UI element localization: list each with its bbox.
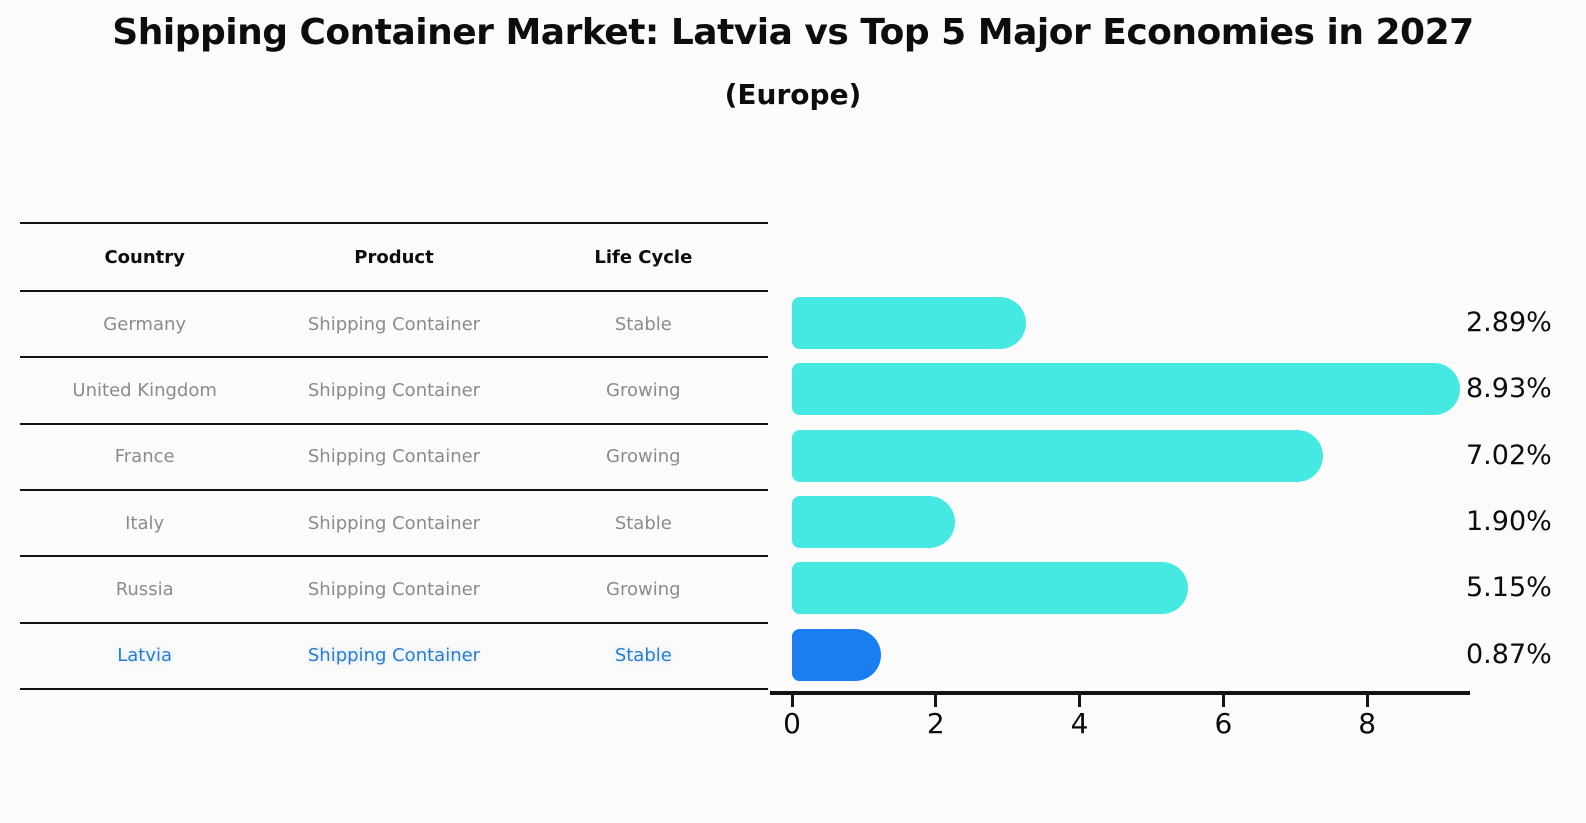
x-axis-tick: [1221, 695, 1225, 707]
table-row-russia: Russia Shipping Container Growing: [20, 557, 768, 624]
value-label-italy: 1.90%: [1466, 506, 1552, 538]
cell-life-cycle: Stable: [614, 645, 672, 667]
country-table: Country Product Life Cycle Germany Shipp…: [20, 222, 768, 690]
page-title: Shipping Container Market: Latvia vs Top…: [112, 12, 1474, 53]
cell-product: Shipping Container: [307, 578, 481, 600]
x-axis-tick: [790, 695, 794, 707]
cell-life-cycle: Stable: [614, 313, 672, 335]
cell-country: Latvia: [117, 645, 173, 667]
x-axis-tick-label: 4: [1070, 707, 1089, 740]
header-country: Country: [104, 246, 185, 268]
table-row-latvia: Latvia Shipping Container Stable: [20, 624, 768, 690]
table-row-united-kingdom: United Kingdom Shipping Container Growin…: [20, 358, 768, 425]
bar-italy: [792, 496, 955, 549]
x-axis-tick: [934, 695, 938, 707]
cell-product: Shipping Container: [307, 313, 481, 335]
x-axis-tick-label: 2: [926, 707, 945, 740]
x-axis-line: [770, 691, 1470, 695]
x-axis-tick: [1078, 695, 1082, 707]
header-product: Product: [354, 246, 434, 268]
cell-product: Shipping Container: [307, 512, 481, 534]
bar-germany: [792, 297, 1026, 350]
header-life-cycle: Life Cycle: [594, 246, 693, 268]
cell-product: Shipping Container: [307, 446, 481, 468]
cell-product: Shipping Container: [307, 379, 481, 401]
value-label-russia: 5.15%: [1466, 572, 1552, 604]
cell-product: Shipping Container: [307, 645, 481, 667]
bar-france: [792, 429, 1323, 482]
x-axis-tick: [1365, 695, 1369, 707]
x-axis-tick-label: 8: [1358, 707, 1377, 740]
x-axis-tick-label: 0: [783, 707, 801, 740]
table-header-row: Country Product Life Cycle: [20, 224, 768, 292]
cell-country: Germany: [103, 313, 187, 335]
cell-country: France: [114, 446, 175, 468]
value-label-france: 7.02%: [1466, 439, 1552, 471]
cell-country: Russia: [115, 578, 174, 600]
table-row-italy: Italy Shipping Container Stable: [20, 491, 768, 558]
value-label-united-kingdom: 8.93%: [1466, 373, 1552, 405]
value-label-latvia: 0.87%: [1466, 638, 1552, 670]
table-row-germany: Germany Shipping Container Stable: [20, 292, 768, 359]
cell-life-cycle: Stable: [614, 512, 672, 534]
cell-country: Italy: [125, 512, 165, 534]
cell-life-cycle: Growing: [606, 446, 681, 468]
x-axis-tick-label: 6: [1214, 707, 1233, 740]
value-label-germany: 2.89%: [1466, 307, 1552, 339]
bar-latvia: [792, 628, 881, 681]
page-subtitle: (Europe): [724, 78, 862, 111]
bar-united-kingdom: [792, 363, 1461, 416]
table-row-france: France Shipping Container Growing: [20, 425, 768, 491]
cell-life-cycle: Growing: [606, 379, 681, 401]
bar-russia: [792, 562, 1189, 615]
cell-life-cycle: Growing: [606, 578, 681, 600]
cell-country: United Kingdom: [72, 379, 217, 401]
